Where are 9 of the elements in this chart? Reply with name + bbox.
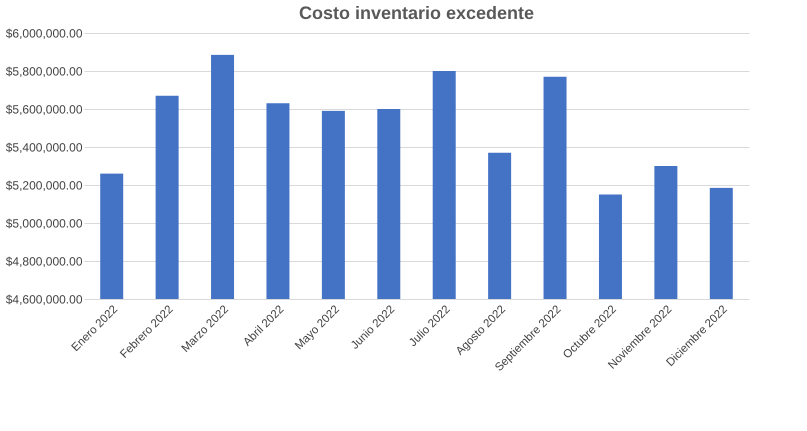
y-tick-label: $4,600,000.00 xyxy=(6,292,83,306)
y-tick-label: $5,200,000.00 xyxy=(6,178,83,192)
y-tick-label: $5,000,000.00 xyxy=(6,216,83,230)
y-tick-label: $5,800,000.00 xyxy=(6,64,83,78)
y-tick-label: $4,800,000.00 xyxy=(6,254,83,268)
chart-title: Costo inventario excedente xyxy=(298,3,534,23)
y-tick-label: $5,400,000.00 xyxy=(6,140,83,154)
y-tick-label: $6,000,000.00 xyxy=(6,26,83,40)
y-tick-label: $5,600,000.00 xyxy=(6,102,83,116)
